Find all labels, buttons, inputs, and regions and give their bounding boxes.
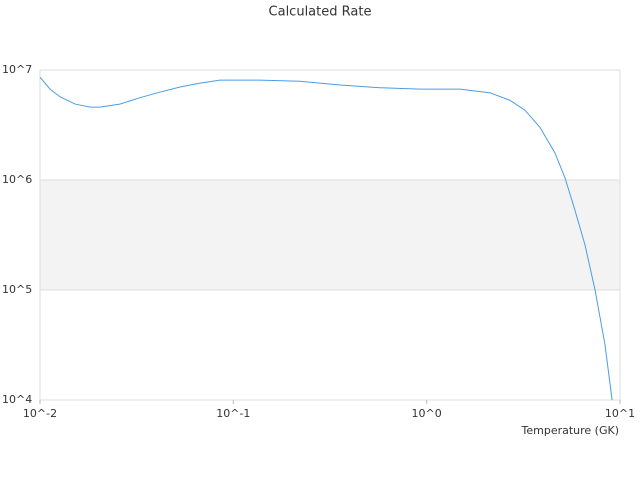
chart-title: Calculated Rate	[269, 5, 372, 20]
y-tick-label: 10^4	[2, 393, 32, 406]
x-tick-label: 10^-2	[23, 407, 57, 420]
y-tick-label: 10^6	[2, 173, 32, 186]
x-axis-label: Temperature (GK)	[521, 424, 620, 437]
x-tick-label: 10^0	[412, 407, 442, 420]
x-tick-label: 10^-1	[216, 407, 250, 420]
data-line	[39, 76, 613, 401]
x-tick-label: 10^1	[605, 407, 635, 420]
y-tick-label: 10^7	[2, 63, 32, 76]
grid-band	[40, 180, 620, 290]
y-tick-label: 10^5	[2, 283, 32, 296]
